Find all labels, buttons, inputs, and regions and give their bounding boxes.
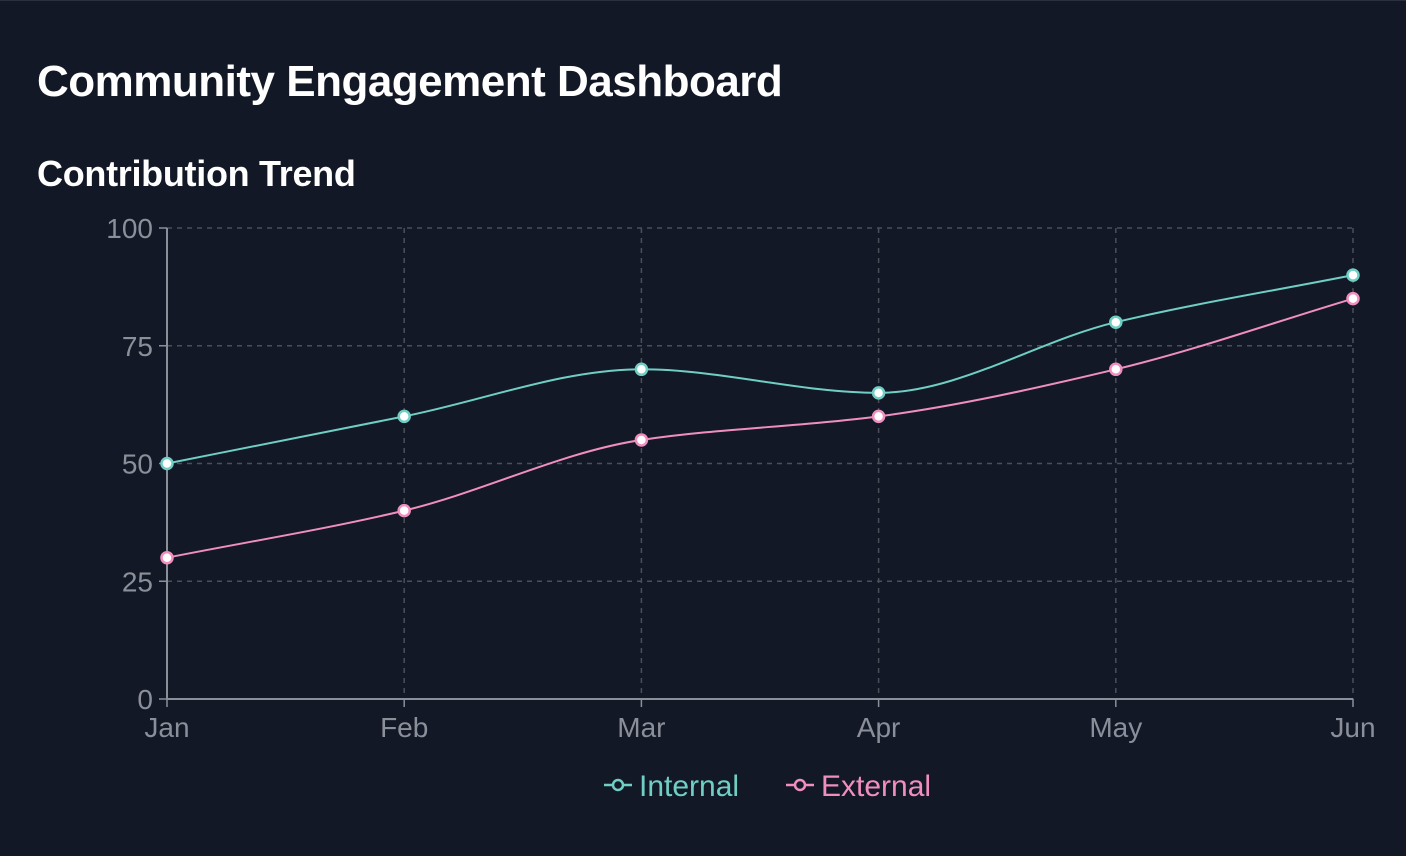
x-tick-label: Jun <box>1330 712 1375 743</box>
series-markers <box>160 268 1360 565</box>
series-line-external <box>166 297 1354 559</box>
data-point-internal <box>634 362 649 377</box>
data-point-external <box>634 433 649 447</box>
data-point-internal <box>871 386 886 400</box>
data-point-internal <box>1109 315 1123 329</box>
data-point-external <box>397 503 411 518</box>
x-tick-label: Feb <box>380 712 428 743</box>
page-title: Community Engagement Dashboard <box>37 57 783 106</box>
legend-item-external[interactable]: External <box>786 770 931 803</box>
data-point-internal <box>397 409 411 424</box>
y-tick-label: 75 <box>122 331 153 362</box>
y-tick-label: 50 <box>122 449 153 480</box>
axes: 0 25 50 75 100 Jan Feb Mar Apr May Jun <box>106 213 1375 743</box>
x-tick-label: Jan <box>144 712 189 743</box>
data-point-external <box>871 409 886 424</box>
data-point-external <box>160 550 174 565</box>
grid-lines <box>167 227 1354 699</box>
legend-marker-icon <box>793 778 807 792</box>
legend-marker-icon <box>611 778 625 792</box>
y-tick-label: 100 <box>106 213 153 244</box>
data-point-internal <box>160 456 174 471</box>
x-tick-label: May <box>1089 712 1142 743</box>
data-point-external <box>1109 362 1123 377</box>
data-point-internal <box>1346 268 1360 282</box>
chart-title: Contribution Trend <box>37 153 356 194</box>
y-tick-label: 25 <box>122 566 153 597</box>
series-lines <box>166 274 1354 559</box>
legend-item-internal[interactable]: Internal <box>604 770 739 803</box>
series-line-internal <box>166 274 1354 465</box>
legend-label: External <box>821 770 931 803</box>
data-point-external <box>1346 291 1360 306</box>
x-tick-label: Apr <box>857 712 901 743</box>
y-tick-label: 0 <box>137 684 153 715</box>
legend-label: Internal <box>639 770 739 803</box>
chart-legend: Internal External <box>604 770 931 803</box>
x-tick-label: Mar <box>617 712 665 743</box>
